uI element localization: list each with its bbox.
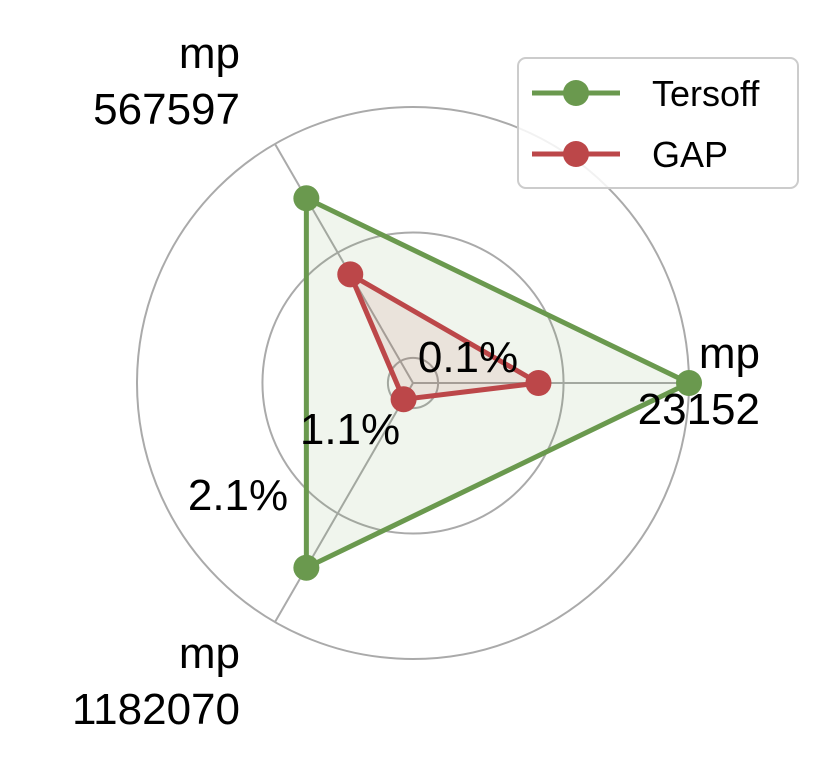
- legend-label-gap: GAP: [652, 134, 728, 175]
- series-line-gap: [345, 268, 547, 403]
- legend-marker-gap: [563, 141, 589, 167]
- series-lines: [303, 194, 695, 572]
- point-tersoff-2: [293, 554, 320, 581]
- series-fill-gap: [350, 274, 539, 400]
- axis-label-2-line1: mp: [179, 629, 240, 678]
- axis-label-2-line2: 1182070: [72, 685, 240, 734]
- point-gap-2: [390, 386, 417, 413]
- axis-label-0-line2: 23152: [638, 385, 760, 434]
- series-line-tersoff: [303, 194, 695, 572]
- series-fills: [306, 198, 689, 568]
- ring-label-2: 2.1%: [188, 471, 288, 520]
- legend-label-tersoff: Tersoff: [652, 73, 760, 114]
- point-tersoff-0: [676, 370, 702, 396]
- axis-label-1-line1: mp: [179, 29, 240, 78]
- axis-label-1-line2: 567597: [93, 85, 240, 134]
- point-gap-0: [525, 370, 552, 396]
- axis-label-0-line1: mp: [699, 329, 760, 378]
- series-fill-tersoff: [306, 198, 689, 568]
- legend-marker-tersoff: [563, 80, 589, 106]
- ring-label-0: 0.1%: [418, 333, 518, 382]
- point-tersoff-1: [293, 185, 320, 212]
- spoke-2: [274, 382, 414, 623]
- ring-label-1: 1.1%: [300, 405, 400, 454]
- legend: Tersoff GAP: [517, 57, 799, 189]
- series-points: [293, 185, 702, 581]
- point-gap-1: [337, 261, 364, 288]
